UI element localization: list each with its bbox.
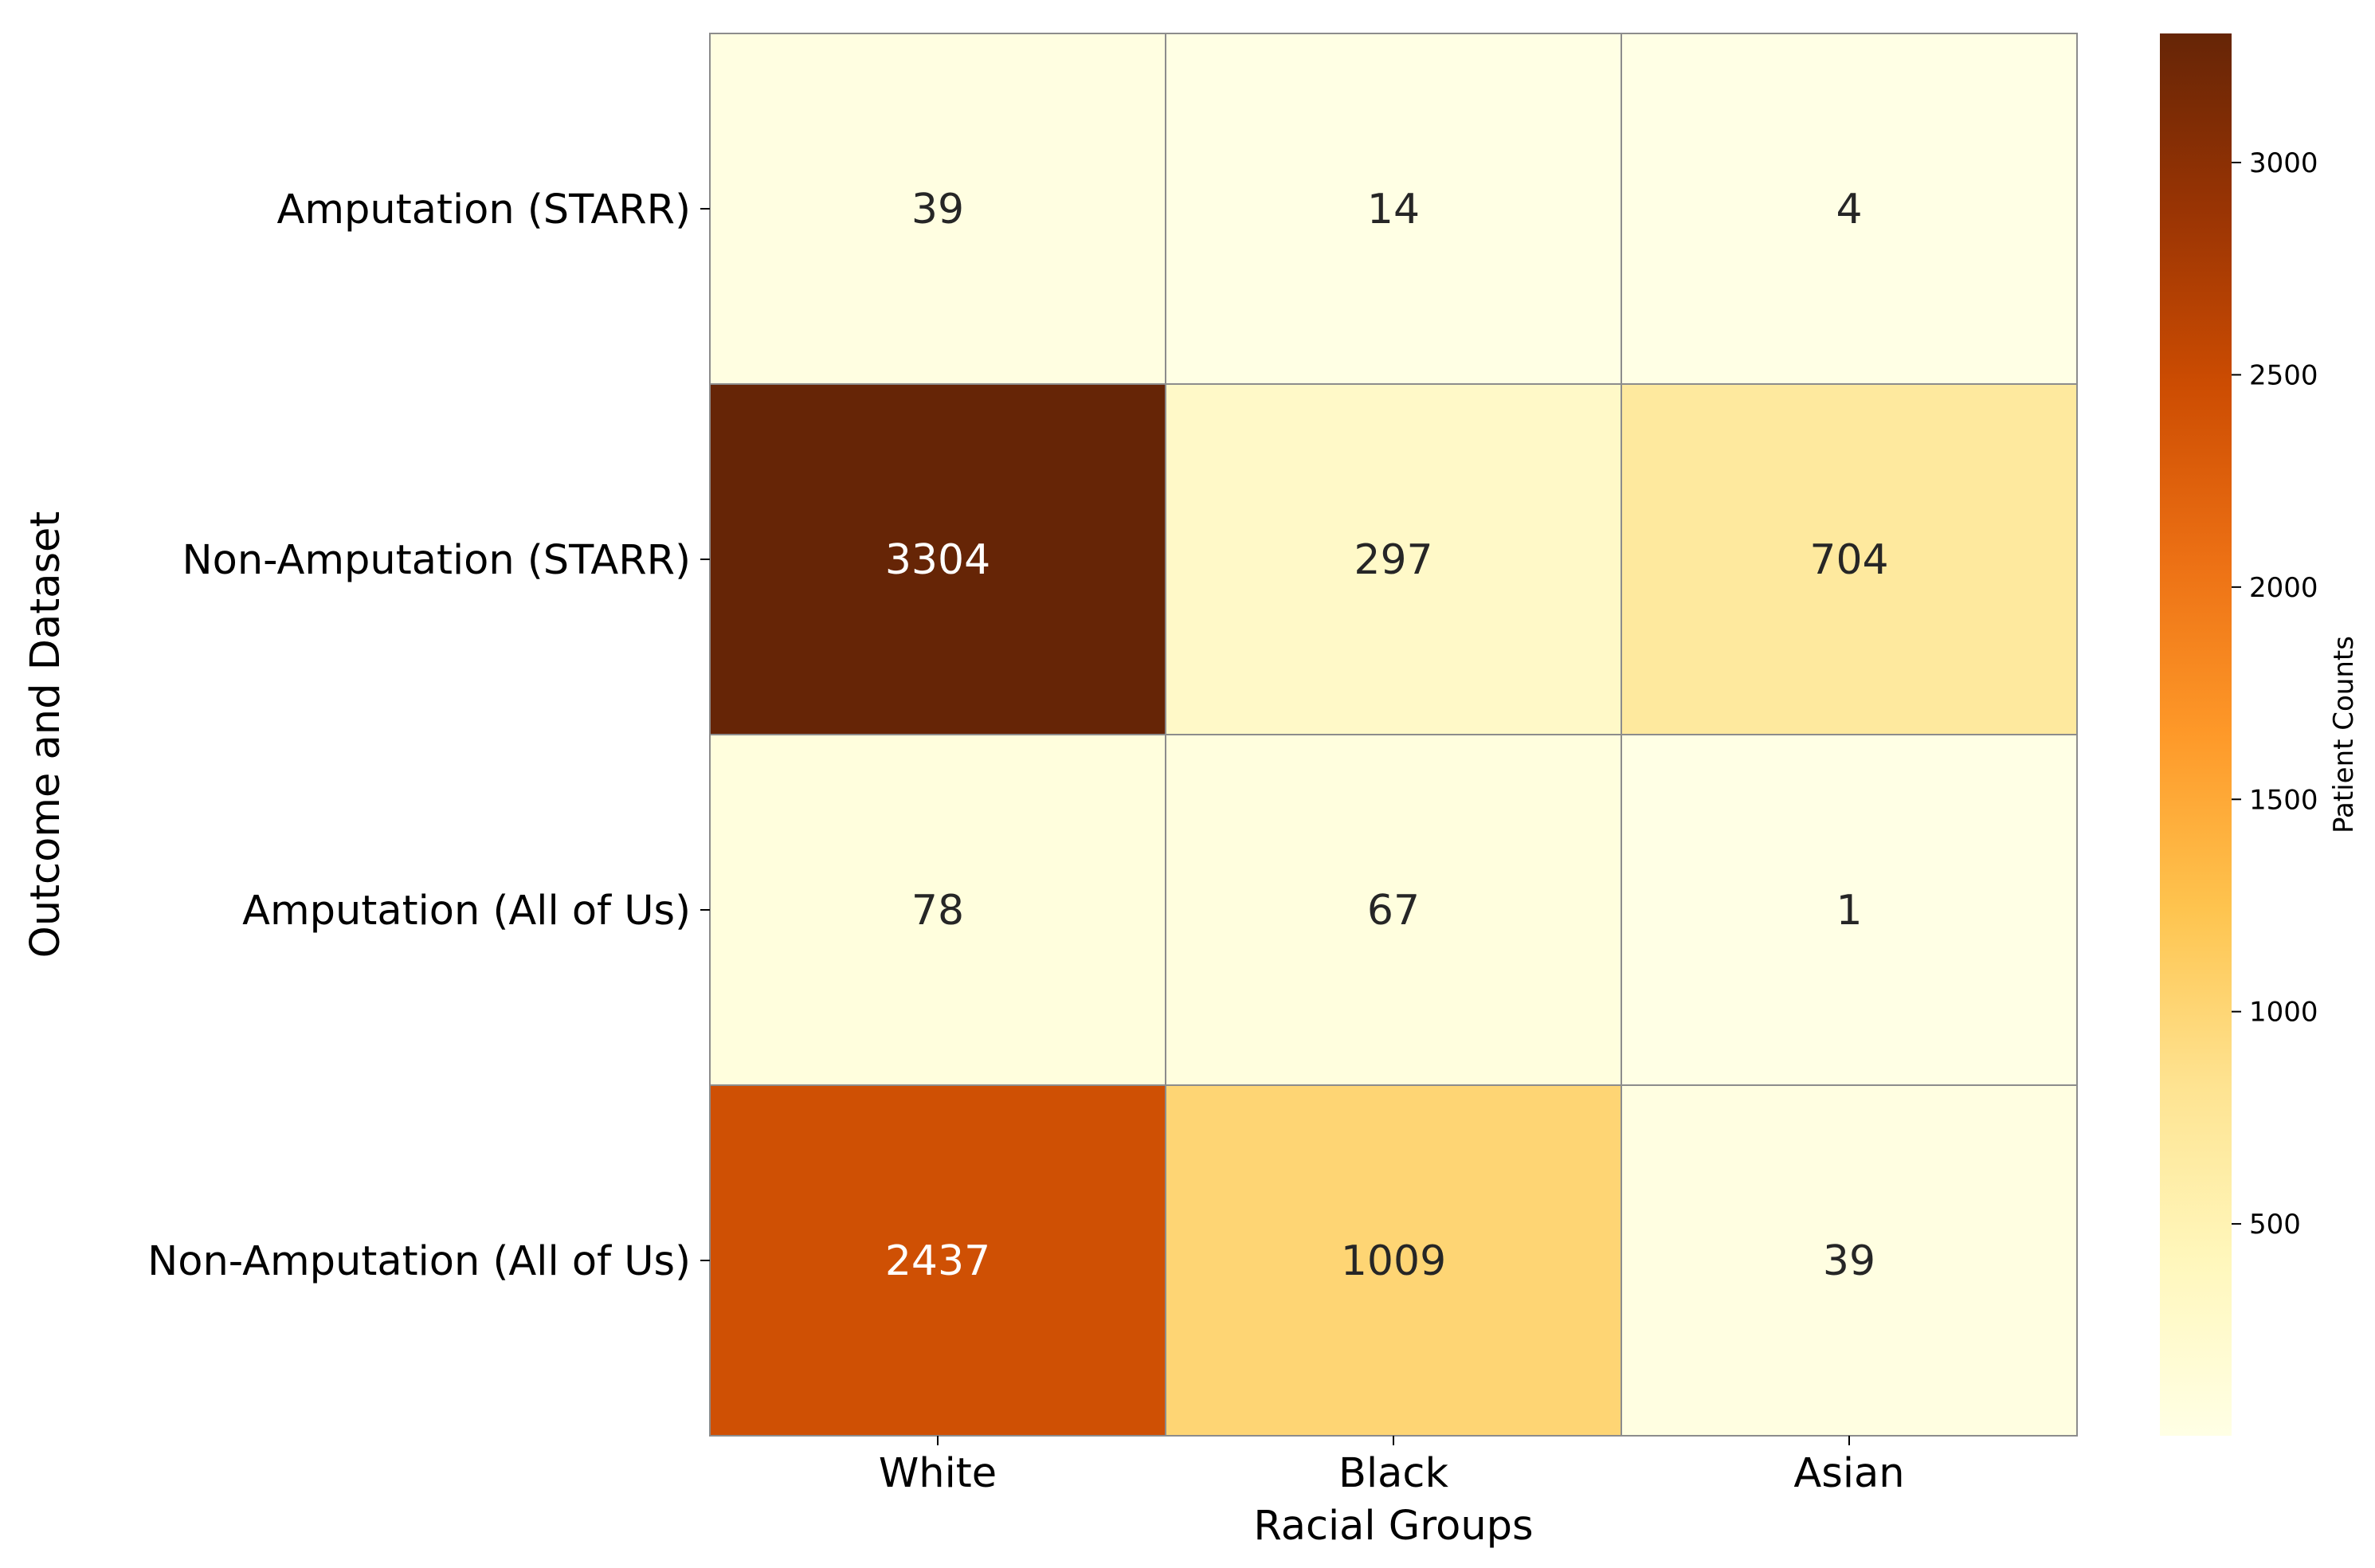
colorbar-tick-label: 2500 (2249, 359, 2318, 391)
cell-value-label: 78 (911, 887, 964, 935)
heatmap-cell (1621, 1084, 2078, 1437)
colorbar-tick-label: 500 (2249, 1209, 2301, 1241)
heatmap-cell (709, 1084, 1166, 1437)
cell-value-label: 14 (1367, 186, 1420, 233)
cell-value-labels: 39 14 4 3304 297 704 78 67 1 2437 1009 39 (885, 186, 1889, 1285)
heatmap-cell (709, 734, 1166, 1086)
cell-value-label: 67 (1367, 887, 1420, 935)
heatmap-cell (1621, 383, 2078, 735)
y-tick-label: Amputation (All of Us) (242, 888, 691, 935)
colorbar-title: Patient Counts (2328, 636, 2360, 833)
y-tick-label: Non-Amputation (All of Us) (147, 1238, 691, 1285)
cell-value-label: 39 (1823, 1237, 1875, 1285)
heatmap-cell (709, 383, 1166, 735)
x-axis: White Black Asian (879, 1436, 1905, 1497)
cell-value-label: 4 (1836, 186, 1862, 233)
cell-value-label: 3304 (885, 536, 990, 584)
x-tick-label: White (879, 1450, 997, 1497)
y-axis: Amputation (STARR) Non-Amputation (STARR)… (147, 186, 710, 1285)
cell-value-label: 1 (1836, 887, 1862, 935)
colorbar-tick-label: 1000 (2249, 997, 2318, 1029)
heatmap-cell (709, 33, 1166, 385)
x-axis-title: Racial Groups (1253, 1503, 1533, 1550)
y-axis-title: Outcome and Dataset (22, 512, 69, 958)
cell-value-label: 704 (1809, 536, 1888, 584)
colorbar-tick-label: 3000 (2249, 147, 2318, 179)
colorbar-gradient (2160, 33, 2232, 1436)
colorbar: 500 1000 1500 2000 2500 3000 Patient Counts (2160, 33, 2360, 1436)
heatmap-cell (1165, 734, 1622, 1086)
x-tick-label: Asian (1793, 1450, 1904, 1497)
heatmap-cell (1621, 33, 2078, 385)
x-tick-label: Black (1338, 1450, 1448, 1497)
cell-value-label: 1009 (1341, 1237, 1446, 1285)
colorbar-tick-label: 2000 (2249, 572, 2318, 604)
heatmap-cells (709, 33, 2078, 1437)
y-tick-label: Non-Amputation (STARR) (182, 537, 692, 584)
cell-value-label: 2437 (885, 1237, 990, 1285)
y-tick-label: Amputation (STARR) (276, 186, 691, 233)
cell-value-label: 297 (1354, 536, 1432, 584)
cell-value-label: 39 (911, 186, 964, 233)
heatmap-cell (1165, 383, 1622, 735)
heatmap-cell (1165, 33, 1622, 385)
colorbar-tick-label: 1500 (2249, 784, 2318, 816)
